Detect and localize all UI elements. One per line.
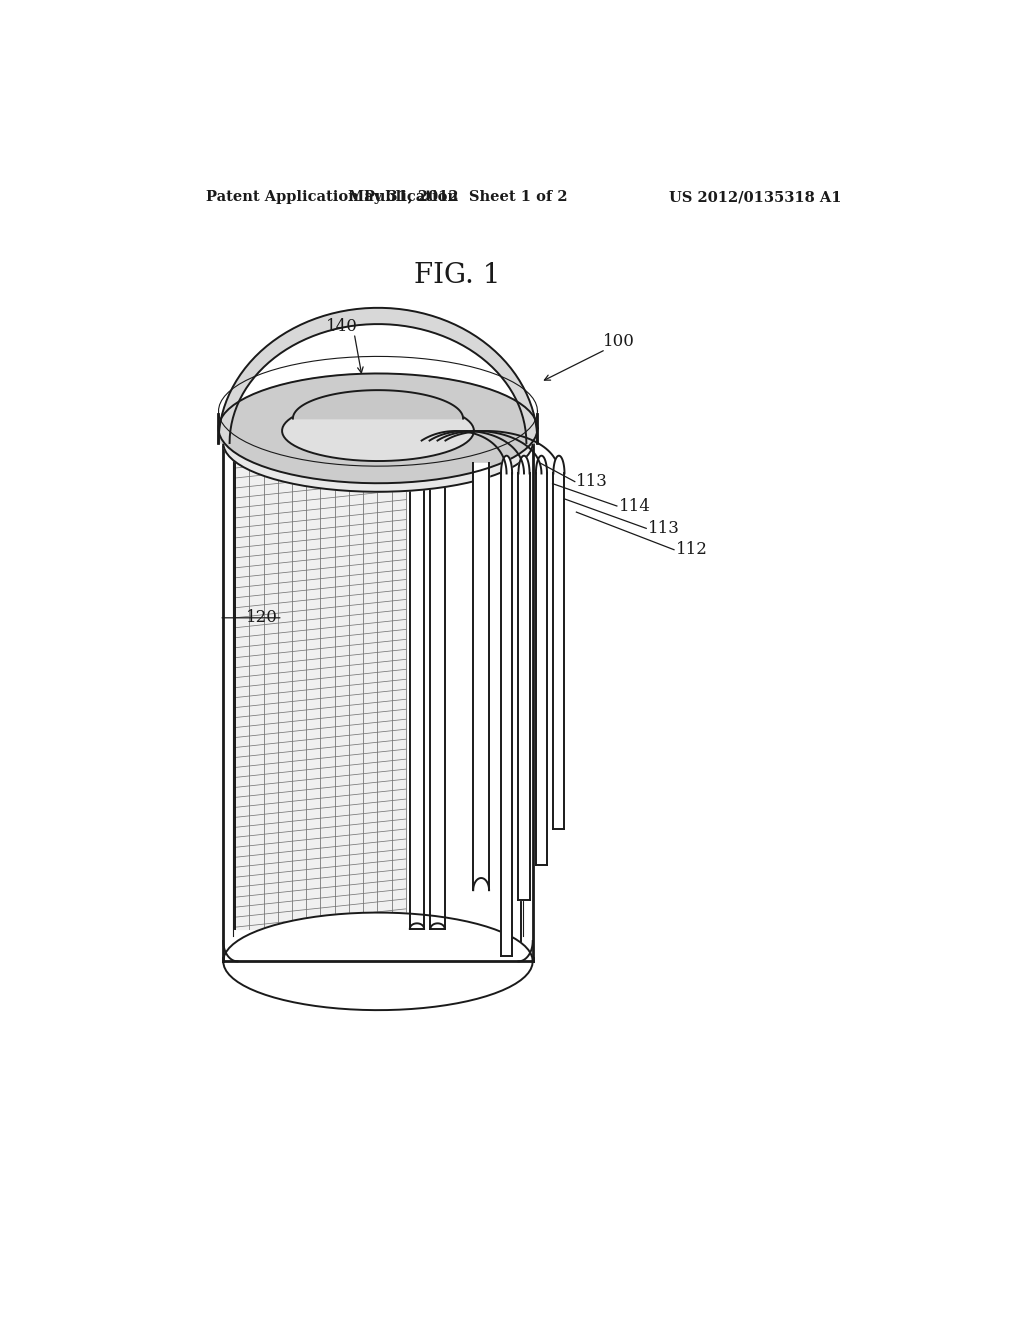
Text: 120: 120 (246, 610, 278, 626)
Text: FIG. 1: FIG. 1 (414, 261, 501, 289)
Polygon shape (410, 447, 424, 929)
Text: US 2012/0135318 A1: US 2012/0135318 A1 (669, 190, 841, 205)
Text: 112: 112 (676, 541, 708, 558)
Polygon shape (293, 391, 463, 418)
Polygon shape (553, 455, 564, 829)
Text: Patent Application Publication: Patent Application Publication (206, 190, 458, 205)
Text: 113: 113 (577, 473, 608, 490)
Polygon shape (473, 463, 489, 890)
Polygon shape (218, 374, 538, 483)
Polygon shape (340, 438, 368, 453)
Polygon shape (283, 400, 474, 461)
Polygon shape (236, 447, 406, 929)
Polygon shape (521, 444, 537, 941)
Text: 113: 113 (648, 520, 680, 537)
Polygon shape (430, 436, 444, 461)
Polygon shape (430, 447, 444, 929)
Text: 140: 140 (327, 318, 358, 334)
Polygon shape (223, 395, 532, 492)
Text: 114: 114 (618, 498, 650, 515)
Polygon shape (536, 455, 547, 865)
Polygon shape (223, 912, 532, 1010)
Polygon shape (501, 455, 512, 956)
Polygon shape (473, 878, 489, 890)
Polygon shape (386, 438, 409, 453)
Polygon shape (518, 455, 529, 900)
Text: May 31, 2012  Sheet 1 of 2: May 31, 2012 Sheet 1 of 2 (347, 190, 567, 205)
Text: 100: 100 (602, 333, 635, 350)
Polygon shape (410, 436, 424, 461)
Polygon shape (218, 308, 538, 444)
